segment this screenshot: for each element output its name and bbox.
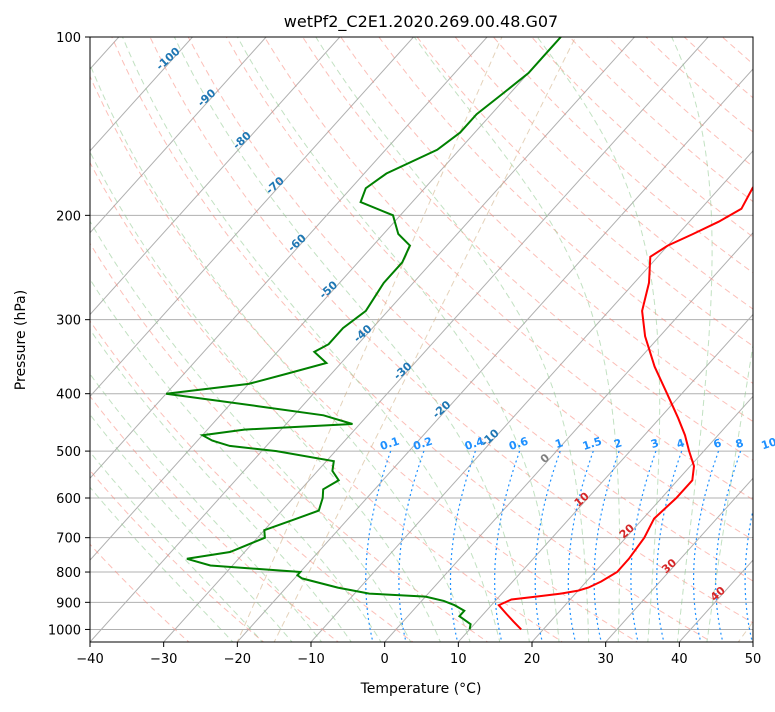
y-tick-label: 400 bbox=[56, 388, 81, 403]
dry-adiabat bbox=[761, 37, 775, 644]
dry-adiabat bbox=[532, 37, 775, 644]
x-tick-label: −30 bbox=[150, 652, 177, 667]
mixing-ratio-label: 1 bbox=[553, 436, 564, 451]
mixing-ratio-line bbox=[399, 451, 424, 644]
mixing-ratio-label: 0.2 bbox=[412, 435, 435, 453]
isotherm-label: 40 bbox=[708, 584, 728, 604]
y-tick-label: 500 bbox=[56, 445, 81, 460]
y-tick-label: 200 bbox=[56, 209, 81, 224]
y-axis-label: Pressure (hPa) bbox=[13, 290, 29, 390]
moist-adiabat bbox=[75, 24, 471, 645]
x-tick-label: −10 bbox=[297, 652, 324, 667]
y-tick-label: 800 bbox=[56, 566, 81, 581]
x-tick-label: 10 bbox=[450, 652, 467, 667]
isotherm-line bbox=[530, 24, 775, 645]
y-tick-label: 900 bbox=[56, 596, 81, 611]
dry-adiabat bbox=[112, 37, 716, 644]
dry-adiabat bbox=[0, 37, 416, 644]
isotherm-label: -90 bbox=[195, 86, 219, 109]
moist-adiabat bbox=[405, 24, 620, 645]
mixing-ratio-line bbox=[568, 451, 593, 644]
x-tick-label: −40 bbox=[76, 652, 103, 667]
isotherm-label: -50 bbox=[317, 278, 341, 301]
moist-adiabat bbox=[707, 24, 775, 645]
y-tick-label: 100 bbox=[56, 31, 81, 46]
moist-adiabat bbox=[0, 24, 323, 645]
dry-adiabat bbox=[265, 37, 775, 644]
dry-adiabat bbox=[0, 37, 491, 644]
mixing-ratio-line bbox=[631, 451, 656, 644]
mixing-ratio-line bbox=[745, 451, 770, 644]
moist-adiabat bbox=[308, 24, 589, 645]
y-tick-label: 600 bbox=[56, 492, 81, 507]
ccn-curve bbox=[737, 37, 775, 644]
mixing-ratio-line bbox=[694, 451, 719, 644]
moist-adiabat bbox=[0, 24, 235, 645]
mixing-ratio-label: 0.6 bbox=[507, 434, 530, 452]
x-tick-label: 0 bbox=[381, 652, 389, 667]
mixing-ratio-label: 6 bbox=[712, 436, 724, 451]
y-tick-label: 1000 bbox=[48, 623, 81, 638]
x-tick-label: 30 bbox=[597, 652, 614, 667]
isotherm-label: -60 bbox=[285, 231, 309, 254]
isotherm-line bbox=[0, 24, 499, 645]
moist-adiabat bbox=[0, 24, 383, 645]
dry-adiabat bbox=[303, 37, 775, 644]
isotherm-line bbox=[677, 24, 775, 645]
dry-adiabat bbox=[493, 37, 775, 644]
isotherm-line bbox=[235, 24, 775, 645]
isotherm-line bbox=[0, 24, 204, 645]
isotherm-label: -40 bbox=[351, 322, 375, 345]
moist-adiabat bbox=[231, 24, 560, 645]
isotherm-line bbox=[14, 24, 573, 645]
isotherm-line bbox=[456, 24, 775, 645]
isotherm-label: -70 bbox=[263, 174, 287, 197]
mixing-ratio-label: 0.1 bbox=[378, 435, 401, 453]
isotherm-line bbox=[751, 24, 775, 645]
isotherm-label: -20 bbox=[430, 398, 454, 421]
plot-area bbox=[0, 24, 775, 645]
mixing-ratio-label: 1.5 bbox=[581, 435, 604, 453]
temperature-profile bbox=[499, 37, 775, 629]
mixing-ratio-label: 10 bbox=[760, 435, 775, 452]
moist-adiabat bbox=[0, 24, 353, 645]
dry-adiabat bbox=[570, 37, 775, 644]
y-tick-label: 700 bbox=[56, 532, 81, 547]
isotherm-label: 30 bbox=[659, 556, 679, 576]
moist-adiabat bbox=[0, 24, 294, 645]
dry-adiabat bbox=[0, 37, 341, 644]
mixing-ratio-label: 2 bbox=[612, 436, 623, 451]
isotherm-line bbox=[0, 24, 352, 645]
isotherm-label: -100 bbox=[154, 45, 183, 73]
x-tick-label: 40 bbox=[671, 652, 688, 667]
x-axis-label: Temperature (°C) bbox=[360, 681, 482, 697]
dry-adiabat bbox=[379, 37, 775, 644]
mixing-ratio-line bbox=[366, 451, 391, 644]
x-tick-label: −20 bbox=[224, 652, 251, 667]
dry-adiabat bbox=[646, 37, 775, 644]
mixing-ratio-line bbox=[716, 451, 741, 644]
isotherm-label: 10 bbox=[572, 489, 592, 509]
chart-title: wetPf2_C2E1.2020.269.00.48.G07 bbox=[284, 12, 558, 32]
x-tick-label: 20 bbox=[524, 652, 541, 667]
dry-adiabat bbox=[226, 37, 775, 644]
dry-adiabat bbox=[455, 37, 775, 644]
isotherm-label: -80 bbox=[230, 129, 254, 152]
mixing-ratio-label: 3 bbox=[649, 436, 660, 451]
x-tick-label: 50 bbox=[745, 652, 762, 667]
isotherm-line bbox=[0, 24, 278, 645]
dry-adiabat bbox=[341, 37, 775, 644]
moist-adiabat bbox=[0, 24, 265, 645]
y-tick-label: 300 bbox=[56, 314, 81, 329]
